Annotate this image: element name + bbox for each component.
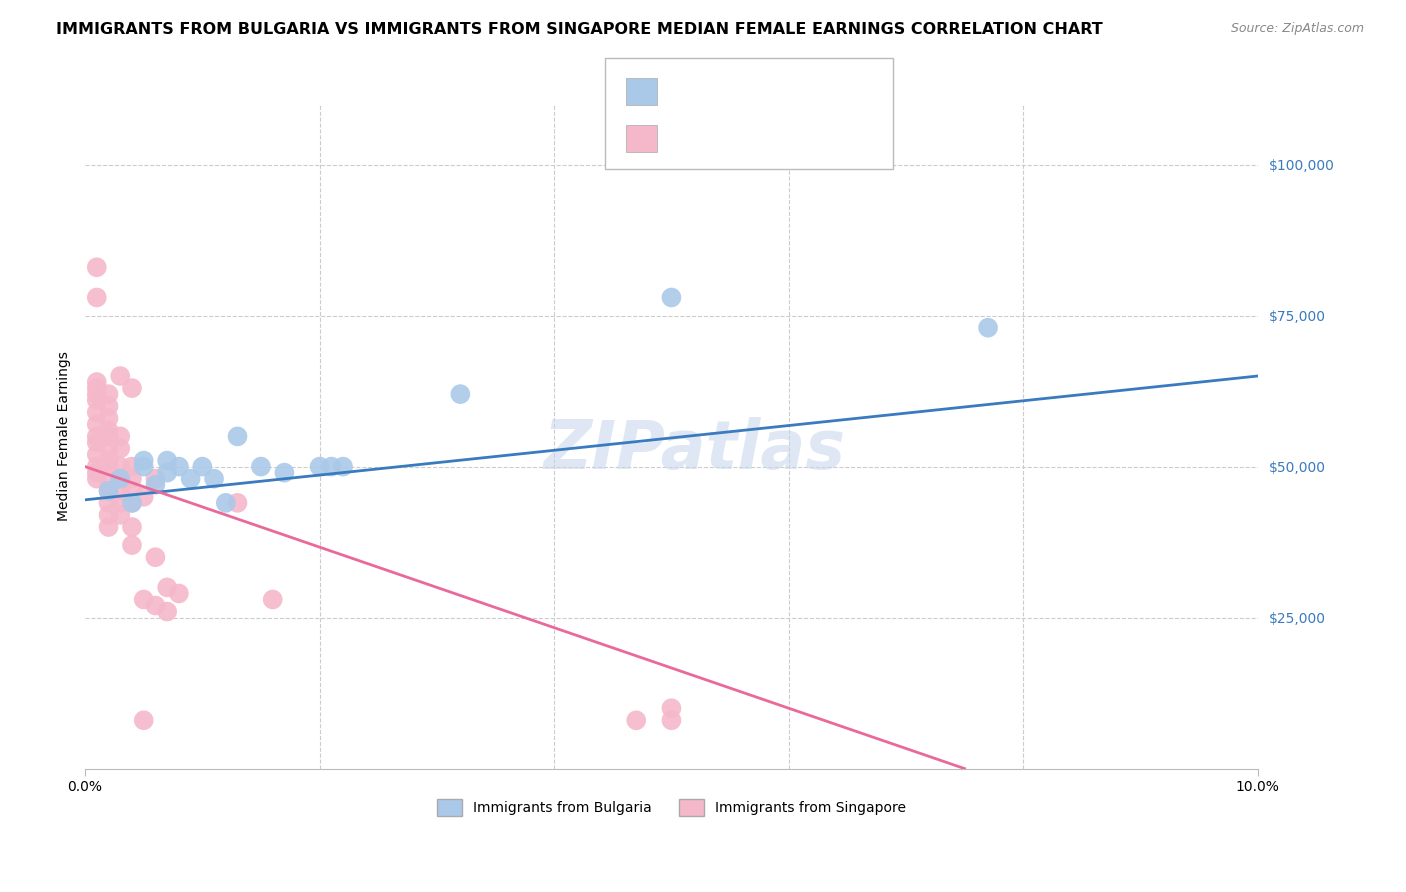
Point bbox=[110, 369, 132, 384]
Point bbox=[132, 592, 155, 607]
Point bbox=[132, 459, 155, 474]
Point bbox=[110, 442, 132, 456]
Point bbox=[86, 393, 108, 408]
Point bbox=[626, 713, 648, 727]
Point bbox=[86, 405, 108, 419]
Point bbox=[121, 483, 143, 498]
Point bbox=[97, 520, 120, 534]
Point bbox=[121, 496, 143, 510]
Point bbox=[121, 381, 143, 395]
Point bbox=[661, 701, 683, 715]
Point bbox=[132, 713, 155, 727]
Point bbox=[86, 466, 108, 480]
Text: R =: R = bbox=[665, 129, 702, 147]
Point bbox=[202, 472, 225, 486]
Point bbox=[121, 459, 143, 474]
Point bbox=[86, 387, 108, 401]
Point bbox=[86, 429, 108, 443]
Point bbox=[97, 483, 120, 498]
Point bbox=[250, 459, 273, 474]
Point bbox=[97, 459, 120, 474]
Point bbox=[156, 466, 179, 480]
Point bbox=[977, 320, 1000, 334]
Text: N =: N = bbox=[796, 129, 832, 147]
Point bbox=[110, 459, 132, 474]
Point bbox=[121, 472, 143, 486]
Point bbox=[145, 599, 167, 613]
Point bbox=[215, 496, 238, 510]
Point bbox=[86, 435, 108, 450]
Point bbox=[145, 477, 167, 491]
Point bbox=[86, 291, 108, 305]
Point bbox=[167, 586, 190, 600]
Point bbox=[97, 442, 120, 456]
Point bbox=[86, 375, 108, 389]
Point bbox=[226, 429, 249, 443]
Point bbox=[180, 472, 202, 486]
Point bbox=[97, 496, 120, 510]
Point bbox=[97, 483, 120, 498]
Point bbox=[308, 459, 330, 474]
Text: 19: 19 bbox=[834, 82, 856, 100]
Text: ZIPatlas: ZIPatlas bbox=[544, 417, 846, 483]
Point bbox=[86, 260, 108, 275]
Point bbox=[156, 605, 179, 619]
Point bbox=[132, 453, 155, 467]
Point bbox=[86, 417, 108, 432]
Point bbox=[86, 472, 108, 486]
Text: -0.498: -0.498 bbox=[704, 129, 763, 147]
Point bbox=[97, 411, 120, 425]
Point bbox=[97, 423, 120, 437]
Point bbox=[97, 387, 120, 401]
Point bbox=[97, 472, 120, 486]
Point bbox=[110, 472, 132, 486]
Point bbox=[156, 453, 179, 467]
Point bbox=[226, 496, 249, 510]
Text: 0.420: 0.420 bbox=[707, 82, 766, 100]
Point bbox=[97, 429, 120, 443]
Point bbox=[145, 550, 167, 565]
Point bbox=[97, 508, 120, 522]
Point bbox=[132, 490, 155, 504]
Legend: Immigrants from Bulgaria, Immigrants from Singapore: Immigrants from Bulgaria, Immigrants fro… bbox=[432, 793, 912, 822]
Point bbox=[97, 399, 120, 413]
Point bbox=[273, 466, 295, 480]
Point bbox=[449, 387, 471, 401]
Point bbox=[110, 496, 132, 510]
Point bbox=[321, 459, 343, 474]
Point bbox=[121, 520, 143, 534]
Text: R =: R = bbox=[665, 82, 702, 100]
Point bbox=[86, 381, 108, 395]
Point bbox=[110, 508, 132, 522]
Point bbox=[121, 538, 143, 552]
Point bbox=[86, 459, 108, 474]
Point bbox=[156, 581, 179, 595]
Y-axis label: Median Female Earnings: Median Female Earnings bbox=[58, 351, 72, 521]
Point bbox=[167, 459, 190, 474]
Text: 56: 56 bbox=[834, 129, 856, 147]
Point bbox=[121, 496, 143, 510]
Point bbox=[191, 459, 214, 474]
Point bbox=[661, 291, 683, 305]
Point bbox=[86, 448, 108, 462]
Point bbox=[332, 459, 354, 474]
Point bbox=[262, 592, 284, 607]
Point bbox=[661, 713, 683, 727]
Point bbox=[110, 483, 132, 498]
Text: N =: N = bbox=[796, 82, 832, 100]
Text: Source: ZipAtlas.com: Source: ZipAtlas.com bbox=[1230, 22, 1364, 36]
Point bbox=[110, 472, 132, 486]
Point bbox=[97, 453, 120, 467]
Point bbox=[145, 472, 167, 486]
Text: IMMIGRANTS FROM BULGARIA VS IMMIGRANTS FROM SINGAPORE MEDIAN FEMALE EARNINGS COR: IMMIGRANTS FROM BULGARIA VS IMMIGRANTS F… bbox=[56, 22, 1102, 37]
Point bbox=[110, 429, 132, 443]
